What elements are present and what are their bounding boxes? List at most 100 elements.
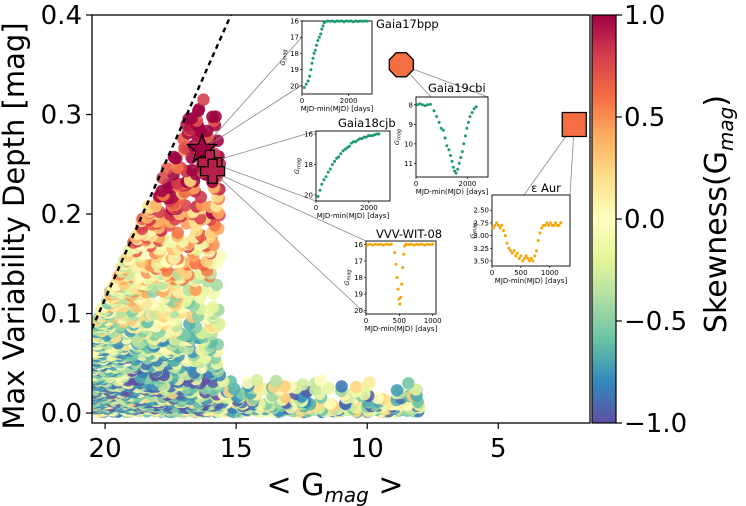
inset-point [304,82,308,86]
scatter-point [209,110,222,123]
inset-point [315,43,318,47]
inset-point [431,242,435,246]
inset-y-label: Gmag [393,129,403,145]
inset-title: ε Aur [531,181,561,195]
scatter-point [314,374,327,387]
inset-point [507,246,511,250]
inset-point [337,19,341,23]
inset-vvvwit08: 0 500 1000 16 17 18 19 20 MJD-min(MJD) [days] Gma… [343,227,442,333]
inset-point [412,243,416,247]
inset-point [401,266,405,269]
scatter-point [250,374,264,387]
inset-aur: 0 500 1000 2.50 2.75 3.00 3.25 3.50 MJD-min(MJD)… [469,181,571,285]
marker-gaia17bpp [186,132,219,163]
inset-point [465,126,469,130]
inset-point [393,251,397,255]
inset-y-tick-label: 17 [354,257,363,265]
inset-point [375,132,379,136]
inset-point [557,223,561,227]
inset-x-label: MJD-min(MJD) [days] [365,325,438,333]
inset-point [462,142,466,146]
connector-line [209,130,317,163]
inset-point [443,136,447,140]
inset-y-tick-label: 16 [290,18,299,26]
marker-aur [561,111,587,138]
inset-x-label: MJD-min(MJD) [days] [495,277,568,285]
inset-point [463,134,467,138]
inset-x-tick-label: 0 [314,204,318,212]
inset-point [322,178,326,182]
inset-y-tick-label: 3.25 [473,245,489,253]
inset-point [317,35,321,39]
scatter-point [192,103,206,116]
inset-title: Gaia17bpp [376,17,439,31]
inset-point [316,194,320,198]
inset-point [326,170,330,174]
scatter-point [335,380,348,393]
inset-point [351,20,355,24]
inset-point [377,132,381,136]
inset-point [536,239,540,243]
inset-point [352,140,355,144]
inset-point [493,223,497,227]
inset-x-tick-label: 0 [364,317,368,325]
scatter-point [197,93,210,106]
inset-y-tick-label: 16 [354,241,363,249]
inset-point [396,287,400,291]
inset-point [384,242,388,246]
inset-point [517,256,521,260]
inset-y-label: Gmag [469,222,479,238]
inset-point [500,223,504,227]
scatter-point [171,226,184,239]
inset-point [428,243,432,247]
x-tick-label: 15 [220,434,253,464]
inset-y-label: Gmag [293,158,303,174]
inset-point [400,282,404,286]
inset-point [441,128,445,132]
reference-line [92,15,233,329]
inset-point [373,242,377,246]
inset-point [423,243,427,247]
inset-point [545,221,549,225]
inset-point [356,138,360,142]
inset-title: Gaia19cbi [428,81,486,95]
inset-point [524,254,528,258]
inset-point [402,252,406,256]
inset-point [365,243,369,247]
connector-line [201,36,303,150]
inset-x-tick-label: 0 [300,97,304,105]
inset-y-tick-label: 19 [290,66,299,74]
inset-point [360,137,364,141]
inset-point [358,19,362,23]
scatter-point [269,374,283,388]
inset-point [341,149,345,153]
colorbar-label: Skewness(Gmag) [699,95,738,333]
connector-line [209,161,317,202]
scatter-point [214,249,227,263]
inset-y-tick-label: 8 [409,101,413,109]
inset-x-tick-label: 500 [514,269,527,277]
scatter-point [167,150,181,164]
inset-point [337,155,341,159]
inset-point [540,226,544,230]
inset-y-tick-label: 17 [290,34,299,42]
inset-point [379,242,383,246]
inset-y-label: Gmag [279,49,289,65]
inset-point [399,295,403,299]
inset-y-tick-label: 11 [404,160,413,168]
inset-point [335,156,339,160]
inset-point [356,20,360,23]
inset-point [538,231,542,235]
inset-point [404,242,408,246]
inset-point [376,243,380,247]
inset-point [437,120,441,124]
inset-point [519,254,523,258]
inset-y-tick-label: 2.50 [473,207,489,215]
scatter-point [160,162,174,175]
scatter-point [322,381,335,395]
inset-point [394,262,398,266]
inset-title: VVV-WIT-08 [376,227,442,241]
inset-point [358,137,362,141]
inset-x-tick-label: 0 [490,269,494,277]
inset-point [368,134,372,138]
